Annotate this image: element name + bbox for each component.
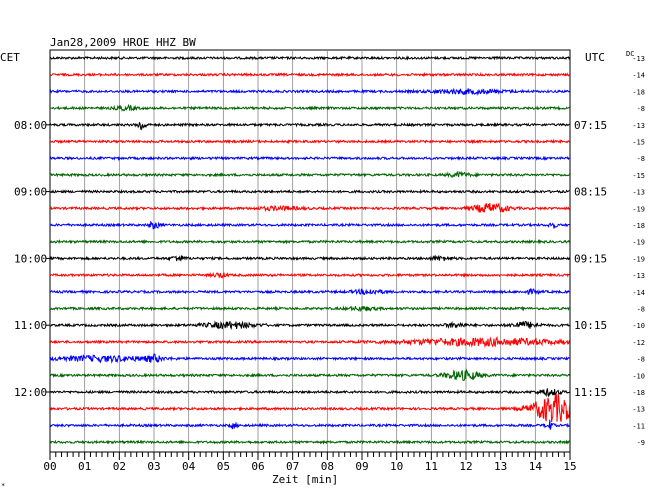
utc-time-label: 11:15	[574, 386, 607, 399]
seismic-trace	[49, 254, 571, 262]
seismic-trace	[49, 419, 570, 430]
dc-value: -8	[637, 356, 645, 364]
cet-time-label: 09:00	[14, 186, 47, 199]
utc-time-label: 09:15	[574, 252, 607, 265]
seismic-trace	[49, 71, 570, 78]
dc-value: -8	[637, 105, 645, 113]
x-tick-label: 04	[182, 460, 196, 473]
dc-value: -13	[632, 406, 645, 414]
seismic-trace	[49, 220, 570, 230]
utc-time-label: 07:15	[574, 119, 607, 132]
dc-value: -18	[632, 88, 645, 96]
x-tick-label: 15	[563, 460, 576, 473]
dc-value: -18	[632, 222, 645, 230]
seismic-trace	[49, 368, 571, 382]
seismic-trace	[49, 388, 570, 398]
dc-value: -8	[637, 306, 645, 314]
seismic-trace	[49, 155, 570, 161]
x-tick-label: 09	[355, 460, 368, 473]
cet-time-label: 08:00	[14, 119, 47, 132]
x-tick-label: 03	[147, 460, 160, 473]
dc-value: -19	[632, 239, 645, 247]
seismic-trace	[49, 320, 570, 330]
x-axis-label: Zeit [min]	[272, 473, 338, 486]
dc-value: -12	[632, 339, 645, 347]
x-tick-label: 13	[494, 460, 507, 473]
trace-group	[49, 55, 571, 445]
x-tick-label: 11	[425, 460, 438, 473]
seismic-trace	[49, 439, 570, 445]
right-axis-title: UTC	[585, 51, 605, 64]
utc-time-label: 08:15	[574, 186, 607, 199]
x-tick-label: 01	[78, 460, 91, 473]
dc-value: -13	[632, 189, 645, 197]
dc-label: DC	[626, 50, 634, 58]
cet-time-label: 11:00	[14, 319, 47, 332]
seismic-trace	[49, 353, 570, 364]
chart-title: Jan28,2009 HROE HHZ BW	[50, 36, 196, 49]
corner-mark: *	[1, 482, 5, 490]
dc-value: -13	[632, 272, 645, 280]
utc-time-label: 10:15	[574, 319, 607, 332]
x-tick-label: 10	[390, 460, 403, 473]
cet-time-label: 10:00	[14, 252, 47, 265]
dc-value: -11	[632, 422, 645, 430]
x-tick-label: 05	[217, 460, 230, 473]
label-group: 00 01 02 03 04 05 06 07 08 09 10 11 12 13 14 15 -13 -14 -1…	[14, 55, 645, 473]
x-tick-label: 06	[251, 460, 264, 473]
x-tick-label: 08	[321, 460, 334, 473]
seismic-trace	[49, 55, 571, 61]
seismic-trace	[49, 288, 570, 296]
seismic-trace	[49, 202, 570, 213]
dc-value: -13	[632, 122, 645, 130]
x-tick-label: 14	[529, 460, 543, 473]
dc-value: -10	[632, 372, 645, 380]
seismic-trace	[49, 305, 570, 313]
x-tick-label: 07	[286, 460, 299, 473]
seismic-trace	[49, 170, 571, 179]
seismic-trace	[50, 138, 570, 145]
cet-time-label: 12:00	[14, 386, 47, 399]
dc-value: -14	[632, 289, 645, 297]
dc-value: -18	[632, 389, 645, 397]
seismic-trace	[49, 394, 571, 423]
dc-value: -19	[632, 205, 645, 213]
dc-value: -10	[632, 322, 645, 330]
dc-value: -19	[632, 255, 645, 263]
x-tick-label: 02	[113, 460, 126, 473]
seismic-trace	[49, 121, 570, 131]
dc-value: -15	[632, 172, 645, 180]
x-tick-label: 12	[459, 460, 472, 473]
dc-value: -13	[632, 55, 645, 63]
seismic-trace	[49, 335, 571, 349]
left-axis-title: CET	[0, 51, 20, 64]
dc-value: -9	[637, 439, 645, 447]
seismic-trace	[49, 271, 570, 280]
x-tick-label: 00	[43, 460, 56, 473]
dc-value: -15	[632, 139, 645, 147]
seismic-trace	[49, 87, 570, 97]
seismic-trace	[49, 188, 570, 195]
dc-value: -14	[632, 72, 645, 80]
dc-value: -8	[637, 155, 645, 163]
seismic-trace	[49, 103, 570, 112]
seismic-trace	[49, 238, 571, 245]
grid	[49, 49, 571, 460]
